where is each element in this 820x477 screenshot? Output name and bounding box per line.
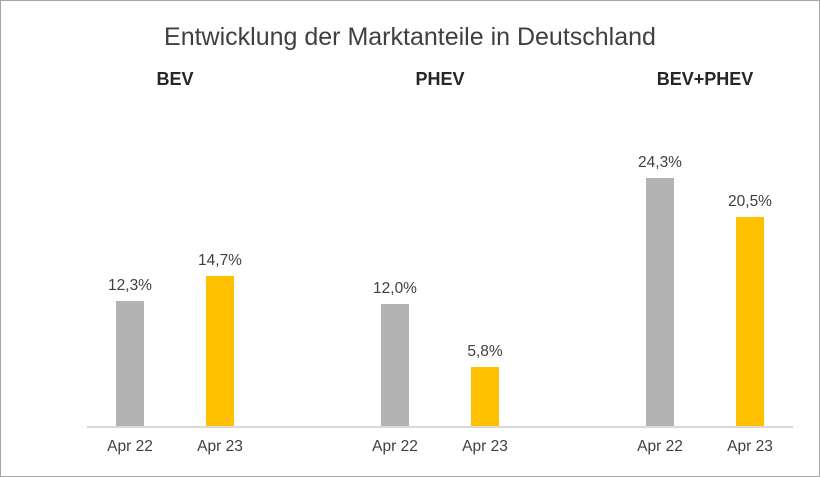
bar-value-label: 20,5% [728,193,772,210]
bar-column: 20,5% [705,193,795,426]
bar-group: 12,0% 5,8% [350,280,530,426]
bar [116,301,144,426]
x-axis-labels: Apr 22 Apr 23 Apr 22 Apr 23 Apr 22 Apr 23 [1,428,819,456]
bar-value-label: 12,3% [108,277,152,294]
x-axis-label: Apr 23 [462,438,508,455]
x-label-group: Apr 22 Apr 23 [85,438,265,456]
bar-value-label: 12,0% [373,280,417,297]
bar [206,276,234,426]
group-labels: BEV PHEV BEV+PHEV [1,69,819,95]
x-label-group: Apr 22 Apr 23 [350,438,530,456]
x-label-group: Apr 22 Apr 23 [615,438,795,456]
bar-column: 14,7% [175,252,265,426]
bar-value-label: 14,7% [198,252,242,269]
x-axis-label: Apr 22 [372,438,418,455]
bar-column: 12,0% [350,280,440,426]
bar [471,367,499,426]
bar [646,178,674,426]
bar-column: 12,3% [85,277,175,426]
bar-value-label: 24,3% [638,154,682,171]
x-axis-line [87,426,793,428]
bar-group: 24,3% 20,5% [615,154,795,426]
bar-value-label: 5,8% [467,343,503,360]
bar [736,217,764,426]
x-axis-label: Apr 22 [637,438,683,455]
group-label: PHEV [415,69,465,89]
chart-plot: 12,3% 14,7% 12,0% 5,8% 24,3% 20,5% [1,95,819,426]
group-label: BEV [156,69,194,89]
x-axis-label: Apr 23 [727,438,773,455]
x-axis-label: Apr 22 [107,438,153,455]
bar-column: 5,8% [440,343,530,426]
bar-group: 12,3% 14,7% [85,252,265,426]
chart-title: Entwicklung der Marktanteile in Deutschl… [164,23,656,51]
x-axis-label: Apr 23 [197,438,243,455]
bar [381,304,409,426]
bar-column: 24,3% [615,154,705,426]
group-label: BEV+PHEV [656,69,754,89]
